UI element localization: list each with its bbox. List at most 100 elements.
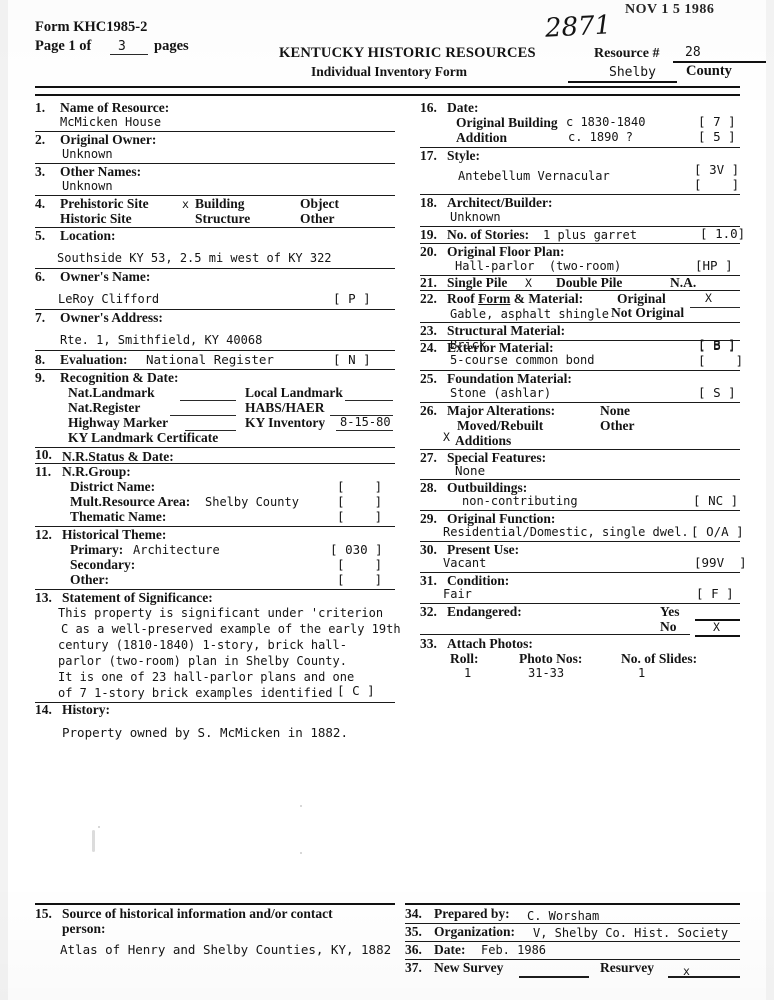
field-21-single-pile-label[interactable]: Single Pile [447, 275, 508, 290]
field-1-value[interactable]: McMicken House [60, 115, 162, 129]
field-31-number: 31. [420, 573, 437, 588]
field-30-value[interactable]: Vacant [443, 556, 487, 570]
field-37-resurvey-label[interactable]: Resurvey [600, 960, 654, 975]
field-33-photo-nos-value[interactable]: 31-33 [528, 666, 565, 680]
field-16-original-building-code: [ 7 ] [698, 114, 736, 129]
field-16-addition-value[interactable]: c. 1890 ? [568, 130, 634, 144]
field-22-original-label: Original [617, 291, 666, 306]
field-14-label: History: [62, 702, 110, 717]
field-18-number: 18. [420, 195, 437, 210]
field-4-option-historic-site[interactable]: Historic Site [60, 211, 132, 226]
field-13-line-5[interactable]: It is one of 23 hall-parlor plans and on… [58, 670, 355, 684]
field-8-value[interactable]: National Register [146, 352, 274, 367]
field-11-mult-resource-code: [ ] [337, 494, 383, 509]
field-23-rule [420, 340, 740, 341]
field-9-habs-haer-rule[interactable] [330, 415, 393, 416]
field-13-line-1[interactable]: This property is significant under 'crit… [58, 606, 384, 620]
field-24-code-1: [ B ] [698, 338, 736, 353]
field-9-local-landmark-rule[interactable] [345, 400, 393, 401]
field-26-moved-rebuilt-option[interactable]: Moved/Rebuilt [457, 418, 544, 433]
field-29-label: Original Function: [447, 511, 556, 526]
field-21-double-pile-label[interactable]: Double Pile [556, 275, 623, 290]
field-2-value[interactable]: Unknown [62, 147, 113, 161]
field-6-label: Owner's Name: [60, 269, 151, 284]
scan-edge-left [0, 0, 8, 1000]
field-22-value[interactable]: Gable, asphalt shingle [450, 307, 609, 321]
field-24-code-2: [ ] [698, 353, 744, 368]
field-26-none-option[interactable]: None [600, 403, 630, 418]
field-9-nat-register-rule[interactable] [170, 415, 236, 416]
field-21-na-label[interactable]: N.A. [670, 275, 697, 290]
field-37-resurvey-value[interactable]: x [683, 964, 690, 978]
field-26-additions-mark[interactable]: X [443, 430, 450, 444]
field-34-value[interactable]: C. Worsham [527, 909, 600, 923]
field-16-original-building-value[interactable]: c 1830-1840 [566, 115, 646, 129]
field-9-rule [35, 447, 395, 448]
field-20-label: Original Floor Plan: [447, 244, 565, 259]
field-13-line-6[interactable]: of 7 1-story brick examples identified [58, 686, 333, 700]
field-13-line-2[interactable]: C as a well-preserved example of the ear… [61, 622, 401, 636]
field-12-label: Historical Theme: [62, 527, 167, 542]
field-9-ky-inventory-value[interactable]: 8-15-80 [340, 415, 391, 429]
resource-number-value[interactable]: 28 [685, 45, 701, 60]
field-30-number: 30. [420, 542, 437, 557]
field-25-value[interactable]: Stone (ashlar) [450, 386, 552, 400]
field-32-no-mark[interactable]: X [713, 620, 720, 634]
field-32-yes-label[interactable]: Yes [660, 604, 680, 619]
field-9-nat-landmark-rule[interactable] [180, 400, 236, 401]
field-37-new-survey-rule [519, 976, 589, 978]
field-36-value[interactable]: Feb. 1986 [481, 943, 547, 957]
field-26-additions-option[interactable]: Additions [455, 433, 512, 448]
field-32-no-label[interactable]: No [660, 619, 677, 634]
field-20-value[interactable]: Hall-parlor (two-room) [455, 259, 622, 273]
field-3-value[interactable]: Unknown [62, 179, 113, 193]
field-9-highway-marker-rule[interactable] [185, 430, 236, 431]
field-22-original-mark[interactable]: X [705, 291, 712, 305]
field-4-building-mark[interactable]: x [182, 197, 189, 211]
field-4-option-structure[interactable]: Structure [195, 211, 251, 226]
field-16-number: 16. [420, 100, 437, 115]
field-13-line-3[interactable]: century (1810-1840) 1-story, brick hall- [58, 638, 347, 652]
field-15-number: 15. [35, 906, 52, 921]
field-4-option-prehistoric-site[interactable]: Prehistoric Site [60, 196, 149, 211]
field-19-value[interactable]: 1 plus garret [543, 228, 637, 242]
field-37-new-survey-label[interactable]: New Survey [434, 960, 504, 975]
field-21-single-pile-mark[interactable]: X [525, 276, 532, 290]
field-4-option-object[interactable]: Object [300, 196, 339, 211]
field-25-rule [420, 402, 740, 403]
field-27-value[interactable]: None [455, 463, 486, 478]
field-33-roll-value[interactable]: 1 [464, 666, 472, 680]
field-5-value[interactable]: Southside KY 53, 2.5 mi west of KY 322 [57, 251, 332, 265]
field-2-number: 2. [35, 132, 46, 147]
field-26-other-option[interactable]: Other [600, 418, 635, 433]
field-24-value[interactable]: 5-course common bond [450, 353, 595, 367]
field-11-mult-resource-value[interactable]: Shelby County [205, 495, 299, 509]
field-13-line-4[interactable]: parlor (two-room) plan in Shelby County. [58, 654, 347, 668]
county-value[interactable]: Shelby [609, 65, 656, 80]
field-4-option-building[interactable]: Building [195, 196, 245, 211]
field-23-label: Structural Material: [447, 323, 566, 338]
field-17-value[interactable]: Antebellum Vernacular [458, 169, 610, 183]
field-33-slides-value[interactable]: 1 [638, 666, 646, 680]
field-15-value[interactable]: Atlas of Henry and Shelby Counties, KY, … [60, 942, 392, 957]
field-12-primary-value[interactable]: Architecture [133, 543, 220, 557]
field-4-option-other[interactable]: Other [300, 211, 335, 226]
field-6-value[interactable]: LeRoy Clifford [58, 292, 160, 306]
field-31-value[interactable]: Fair [443, 587, 472, 601]
field-28-value[interactable]: non-contributing [462, 494, 578, 508]
field-22-rule [420, 322, 740, 323]
field-29-value[interactable]: Residential/Domestic, single dwel. [443, 525, 689, 539]
field-33-label: Attach Photos: [447, 636, 533, 651]
page-count-value[interactable]: 3 [118, 39, 126, 54]
field-18-value[interactable]: Unknown [450, 210, 501, 224]
field-10-number: 10. [35, 447, 52, 462]
field-7-value[interactable]: Rte. 1, Smithfield, KY 40068 [60, 333, 263, 347]
field-14-value[interactable]: Property owned by S. McMicken in 1882. [62, 725, 348, 740]
field-23-value[interactable]: Brick [450, 338, 487, 352]
field-35-label: Organization: [434, 924, 515, 939]
field-9-ky-inventory-label: KY Inventory [245, 415, 326, 430]
field-9-number: 9. [35, 370, 46, 385]
field-25-number: 25. [420, 371, 437, 386]
field-1-number: 1. [35, 100, 46, 115]
field-35-value[interactable]: V, Shelby Co. Hist. Society [533, 926, 729, 940]
